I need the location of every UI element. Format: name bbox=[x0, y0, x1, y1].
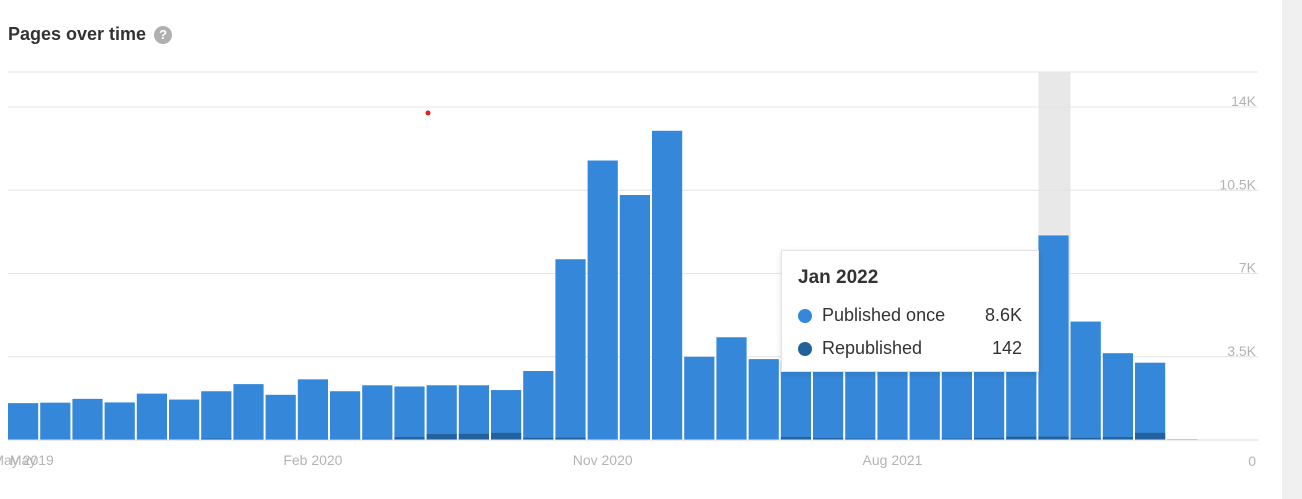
bar-published bbox=[426, 385, 457, 440]
x-tick-label: Aug 2021 bbox=[863, 452, 923, 468]
bar-published bbox=[523, 371, 554, 440]
bar-republished bbox=[941, 438, 972, 440]
tooltip-row-republished: Republished 142 bbox=[798, 332, 1022, 365]
bar-republished bbox=[394, 437, 425, 440]
bar-republished bbox=[1070, 437, 1101, 440]
tooltip-value: 8.6K bbox=[984, 305, 1022, 325]
marker-dot bbox=[425, 110, 431, 116]
bar-republished bbox=[458, 433, 489, 440]
bar-republished bbox=[201, 438, 232, 440]
republished-legend-dot bbox=[798, 341, 812, 356]
chart-tooltip: Jan 2022 Published once 8.6K Republished… bbox=[781, 250, 1039, 372]
bar-published bbox=[555, 259, 586, 440]
bar-published bbox=[394, 386, 425, 440]
bar-published bbox=[265, 394, 296, 440]
bar-published bbox=[297, 379, 328, 440]
bar-published bbox=[684, 356, 715, 440]
bar-republished bbox=[491, 432, 522, 440]
bar-published bbox=[233, 384, 264, 440]
y-tick-label: 3.5K bbox=[1227, 343, 1256, 359]
bar-published bbox=[40, 402, 71, 440]
bar-republished bbox=[426, 434, 457, 440]
y-tick-label: 10.5K bbox=[1219, 176, 1256, 192]
bar-published bbox=[201, 391, 232, 440]
y-tick-label: 7K bbox=[1239, 260, 1257, 276]
x-tick-label: May bbox=[10, 452, 36, 468]
bar-published bbox=[1070, 321, 1101, 440]
bar-published bbox=[845, 361, 876, 440]
question-circle-icon[interactable]: ? bbox=[154, 25, 173, 44]
bar-published bbox=[813, 361, 844, 440]
tooltip-value: 142 bbox=[991, 338, 1022, 358]
bar-published bbox=[587, 160, 618, 440]
bar-republished bbox=[523, 437, 554, 440]
bar-republished bbox=[1102, 437, 1133, 440]
bar-published bbox=[877, 361, 908, 440]
bar-published bbox=[748, 359, 779, 440]
bar-republished bbox=[1135, 432, 1166, 440]
chart-header: Pages over time ? bbox=[8, 24, 173, 45]
chart-title: Pages over time bbox=[8, 24, 147, 44]
bar-published bbox=[104, 402, 135, 440]
bar-published bbox=[491, 390, 522, 440]
bar-republished bbox=[877, 438, 908, 440]
bar-published bbox=[1038, 235, 1069, 440]
bar-republished bbox=[1038, 436, 1069, 440]
bar-published bbox=[330, 391, 361, 440]
bar-published bbox=[169, 399, 200, 440]
bar-republished bbox=[974, 437, 1005, 440]
bar-published bbox=[1135, 362, 1166, 440]
x-tick-label: May 2019 bbox=[0, 452, 54, 468]
bar-republished bbox=[1006, 436, 1037, 440]
bar-published bbox=[1102, 353, 1133, 440]
tooltip-title: Jan 2022 bbox=[798, 267, 879, 288]
bar-published bbox=[652, 130, 683, 441]
tooltip-row-published: Published once 8.6K bbox=[798, 299, 1022, 332]
bar-published bbox=[716, 337, 747, 440]
bar-republished bbox=[845, 438, 876, 440]
bar-published bbox=[72, 398, 103, 440]
y-tick-label: 0 bbox=[1248, 453, 1256, 469]
bar-published bbox=[780, 361, 811, 440]
bar-published bbox=[8, 403, 39, 440]
tooltip-label: Republished bbox=[822, 338, 923, 358]
bar-republished bbox=[555, 437, 586, 440]
bar-published bbox=[362, 385, 393, 440]
bar-republished bbox=[362, 438, 393, 440]
tooltip-label: Published once bbox=[822, 305, 946, 325]
bar-published bbox=[619, 195, 650, 440]
x-tick-label: Nov 2020 bbox=[573, 452, 633, 468]
y-tick-label: 14K bbox=[1231, 93, 1257, 109]
bar-published bbox=[458, 385, 489, 440]
bar-republished bbox=[780, 437, 811, 440]
x-tick-label: Feb 2020 bbox=[283, 452, 342, 468]
bar-republished bbox=[813, 438, 844, 440]
bar-published bbox=[136, 393, 167, 440]
published-legend-dot bbox=[798, 308, 812, 323]
scrollbar[interactable] bbox=[1282, 0, 1302, 499]
